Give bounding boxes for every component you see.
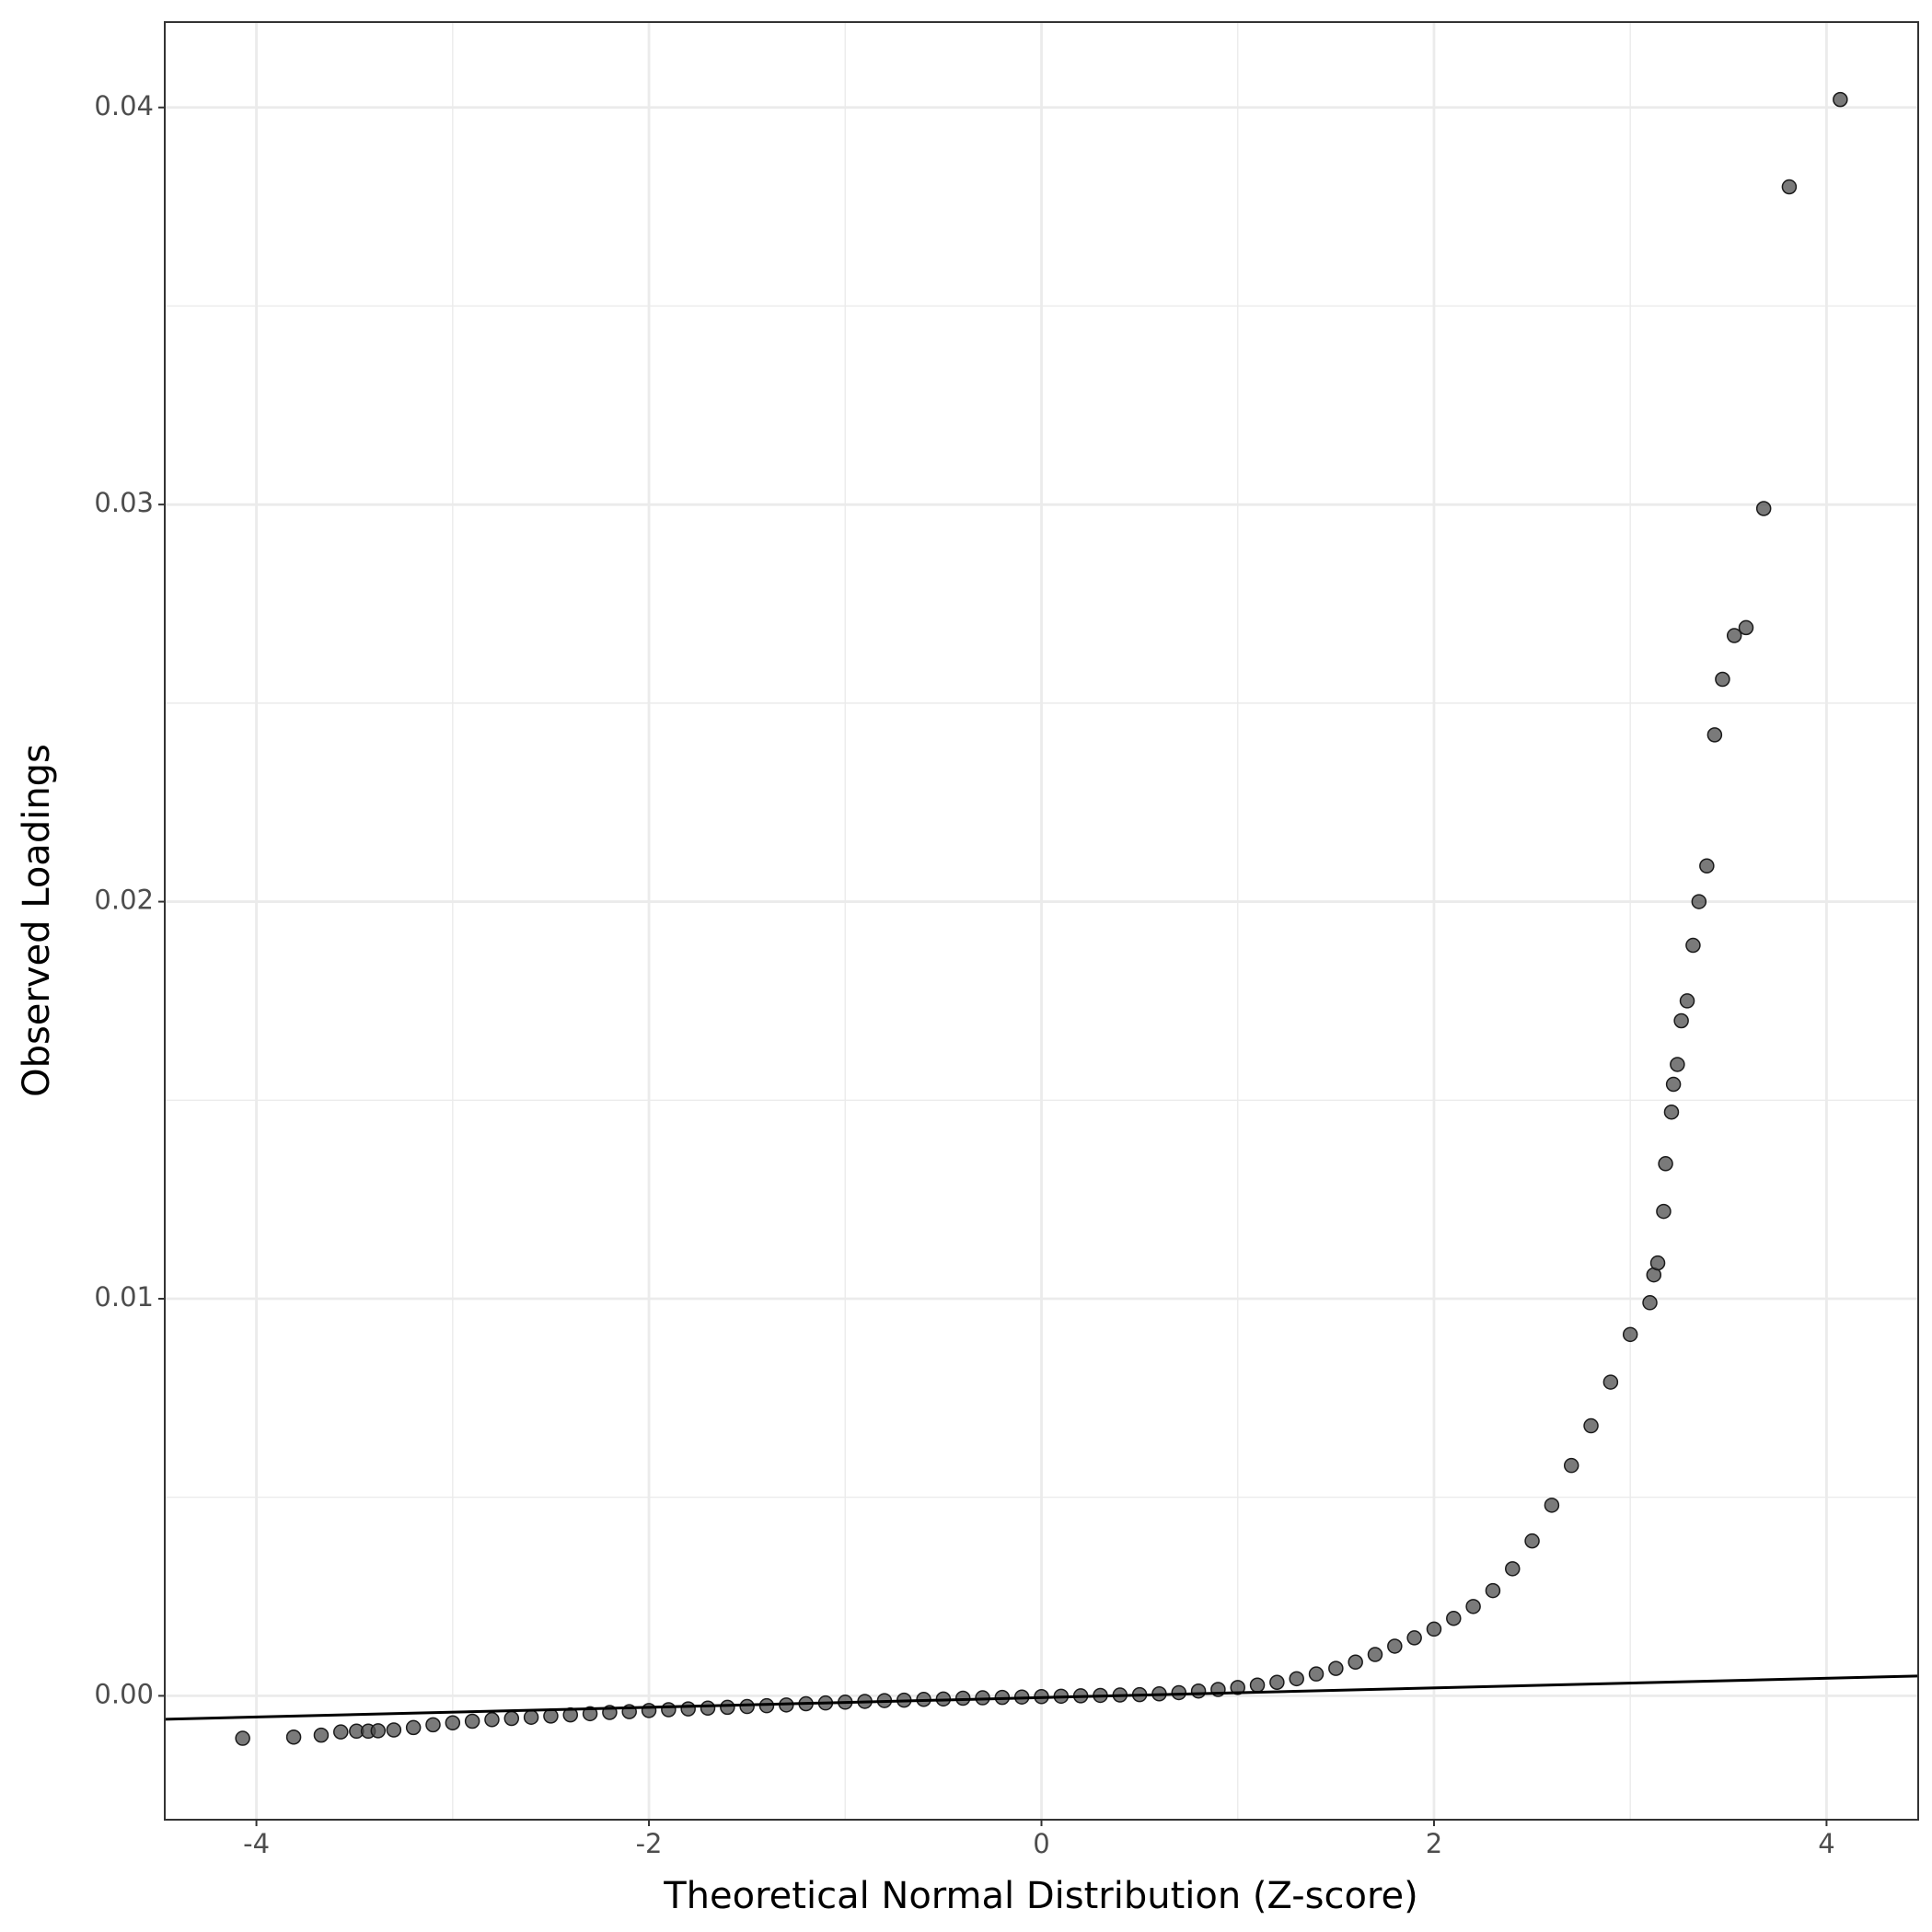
y-tick-label: 0.03 (94, 487, 154, 518)
point (1505, 1561, 1521, 1577)
point (523, 1709, 539, 1725)
y-tick-label: 0.01 (94, 1281, 154, 1313)
point (1171, 1684, 1187, 1701)
point (1781, 179, 1798, 195)
point (1602, 1374, 1619, 1390)
x-tick-label: -2 (636, 1828, 663, 1859)
point (739, 1698, 755, 1715)
point (1348, 1654, 1363, 1670)
point (1691, 894, 1707, 909)
point (1699, 858, 1715, 873)
point (1289, 1671, 1304, 1687)
point (720, 1699, 735, 1716)
point (1663, 1104, 1680, 1120)
point (484, 1712, 500, 1728)
point (386, 1722, 402, 1738)
x-axis-title: Theoretical Normal Distribution (Z-score… (663, 1875, 1418, 1917)
point (1563, 1457, 1579, 1474)
point (1673, 1012, 1689, 1029)
point (1426, 1621, 1442, 1637)
point (1665, 1076, 1682, 1093)
point (1656, 1203, 1672, 1220)
point (235, 1730, 250, 1746)
point (503, 1710, 520, 1727)
point (1649, 1255, 1666, 1271)
y-tick-label: 0.02 (94, 885, 154, 916)
point (333, 1724, 349, 1740)
point (1658, 1156, 1673, 1172)
y-tick-label: 0.04 (94, 90, 154, 121)
x-tick-label: 4 (1818, 1828, 1834, 1859)
point (1269, 1674, 1285, 1690)
x-tick-label: -4 (243, 1828, 270, 1859)
point (1726, 628, 1742, 643)
point (582, 1706, 598, 1722)
y-axis-title: Observed Loadings (16, 744, 58, 1097)
point (425, 1717, 441, 1733)
point (1328, 1660, 1344, 1676)
point (1679, 993, 1695, 1009)
point (1367, 1647, 1383, 1662)
panel-border (164, 21, 1919, 1821)
reference-line (164, 1674, 1919, 1721)
point (1583, 1417, 1599, 1434)
point (1387, 1638, 1403, 1654)
point (1190, 1683, 1207, 1699)
x-tick-label: 2 (1426, 1828, 1442, 1859)
point (464, 1713, 480, 1730)
point (1406, 1630, 1422, 1646)
point (370, 1723, 387, 1739)
point (1670, 1057, 1685, 1072)
point (1308, 1666, 1325, 1682)
point (1446, 1611, 1462, 1626)
point (543, 1708, 559, 1724)
point (680, 1701, 696, 1717)
point (1706, 727, 1723, 743)
point (1622, 1326, 1638, 1343)
point (1230, 1680, 1245, 1695)
point (1465, 1599, 1481, 1614)
point (1544, 1498, 1560, 1513)
point (1755, 501, 1772, 516)
point (1485, 1582, 1501, 1599)
point (661, 1702, 677, 1718)
point (1249, 1677, 1266, 1694)
point (445, 1715, 461, 1730)
point (405, 1719, 422, 1736)
point (1738, 619, 1754, 636)
point (1833, 91, 1848, 108)
point (1685, 937, 1701, 954)
point (1642, 1295, 1658, 1311)
point (700, 1700, 716, 1717)
point (1715, 671, 1730, 688)
point (313, 1727, 330, 1743)
point (285, 1730, 302, 1745)
x-tick-label: 0 (1033, 1828, 1049, 1859)
point (641, 1703, 657, 1718)
point (1524, 1533, 1540, 1549)
y-tick-label: 0.00 (94, 1678, 154, 1709)
